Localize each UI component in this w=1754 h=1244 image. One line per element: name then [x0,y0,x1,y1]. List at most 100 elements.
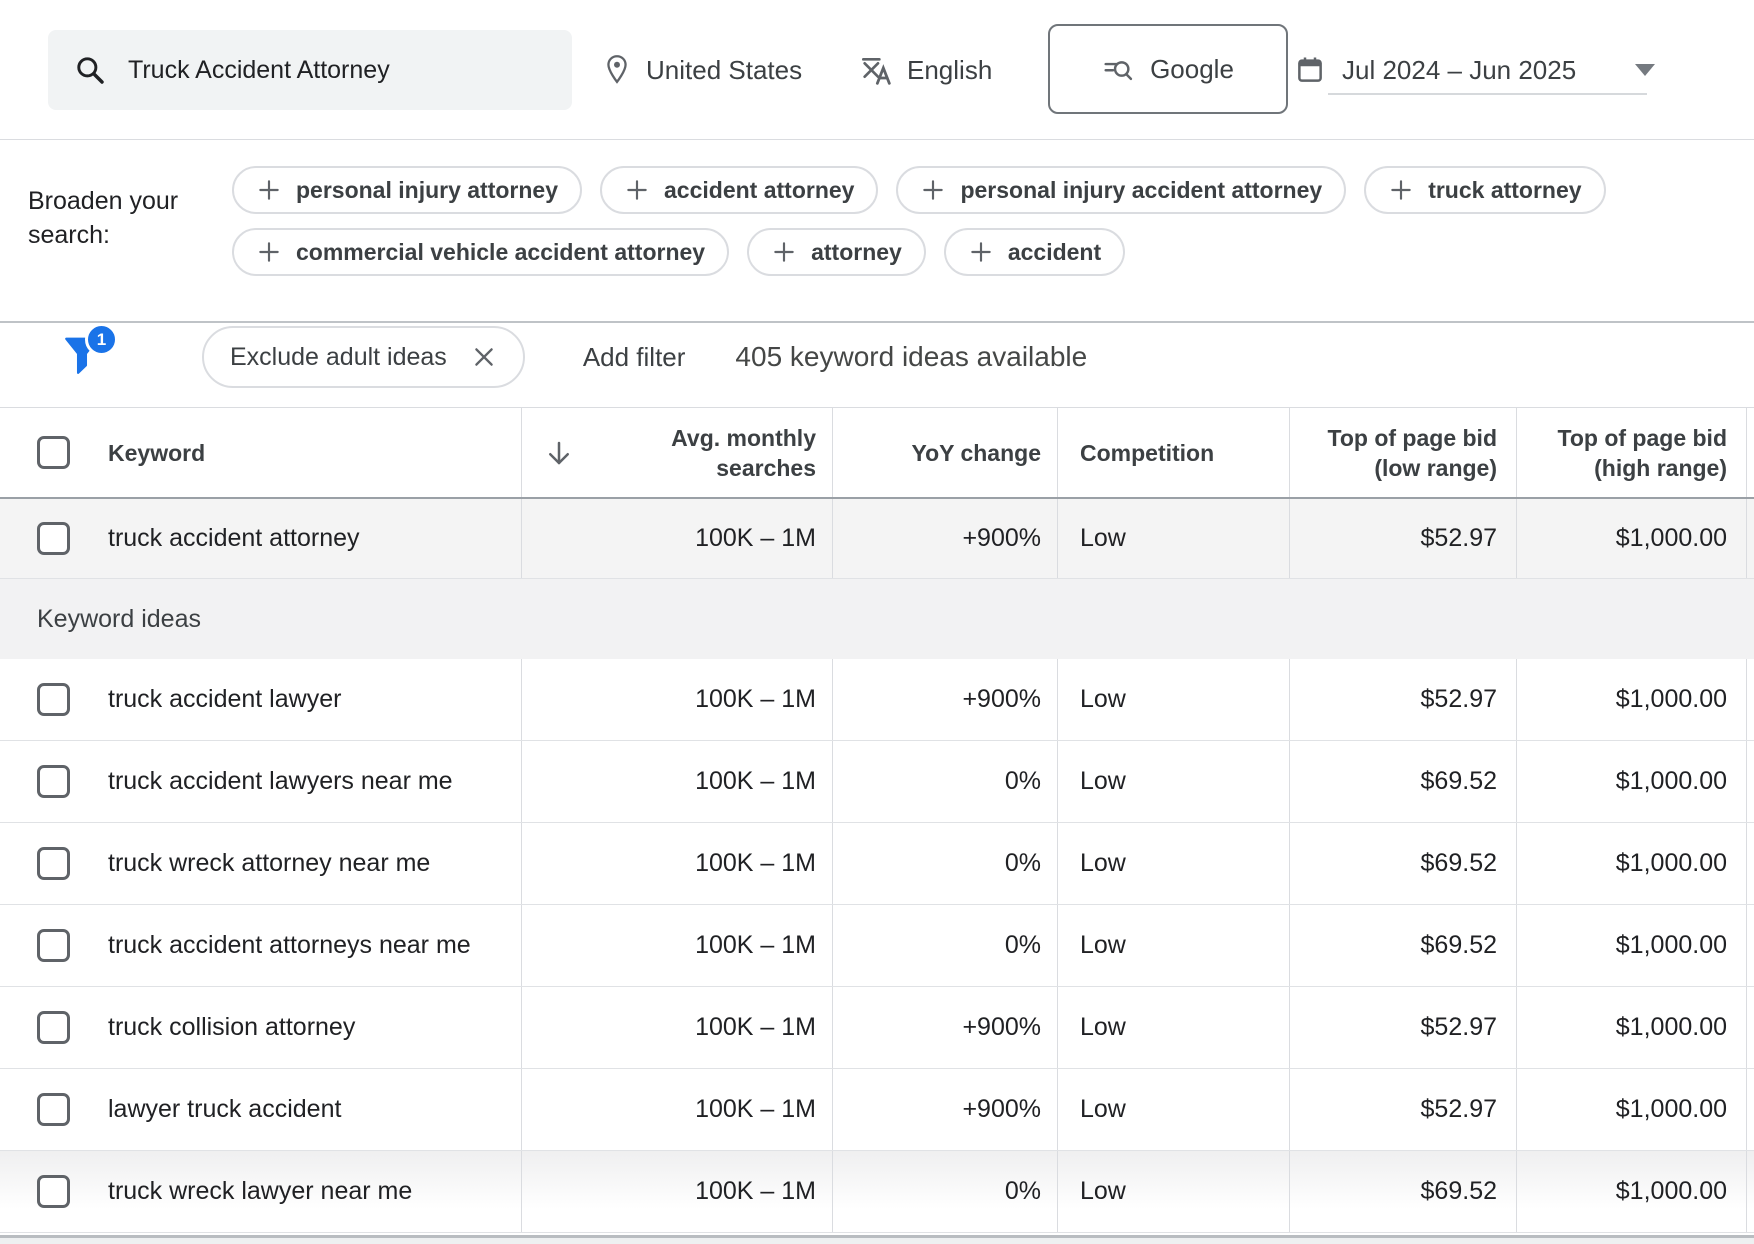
keyword-text: truck accident lawyers near me [108,767,453,795]
competition-cell: Low [1058,499,1290,578]
competition-cell: Low [1058,1151,1290,1232]
location-selector[interactable]: United States [603,30,802,110]
column-header-yoy-change[interactable]: YoY change [833,408,1058,497]
date-range-selector[interactable]: Jul 2024 – Jun 2025 [1295,30,1656,110]
keyword-text: truck wreck attorney near me [108,849,431,877]
broaden-chip[interactable]: personal injury accident attorney [896,166,1347,214]
competition-cell: Low [1058,905,1290,986]
chip-label: commercial vehicle accident attorney [296,238,706,265]
plus-icon [968,239,994,265]
plus-icon [256,239,282,265]
keyword-text: truck accident attorneys near me [108,931,471,959]
select-all-checkbox[interactable] [37,436,70,469]
yoy-cell: 0% [833,905,1058,986]
bid-high-cell: $1,000.00 [1517,741,1747,822]
searches-cell: 100K – 1M [522,741,833,822]
keyword-text: truck wreck lawyer near me [108,1177,413,1205]
broaden-chip[interactable]: truck attorney [1364,166,1606,214]
bid-low-cell: $69.52 [1290,741,1517,822]
search-network-selector[interactable]: Google [1048,24,1288,114]
broaden-chip[interactable]: accident [943,228,1126,276]
plus-icon [771,239,797,265]
yoy-cell: 0% [833,1151,1058,1232]
row-checkbox[interactable] [37,929,70,962]
broaden-chip[interactable]: commercial vehicle accident attorney [232,228,730,276]
searches-cell: 100K – 1M [522,823,833,904]
plus-icon [920,177,946,203]
bid-high-cell: $1,000.00 [1517,987,1747,1068]
language-selector[interactable]: English [860,30,992,110]
keyword-text: lawyer truck accident [108,1095,342,1123]
filter-button[interactable]: 1 [64,323,118,378]
row-checkbox[interactable] [37,1175,70,1208]
table-header-row: Keyword Avg. monthly searches YoY change… [0,407,1754,499]
bid-low-cell: $69.52 [1290,1151,1517,1232]
bid-low-cell: $69.52 [1290,905,1517,986]
bid-low-cell: $52.97 [1290,987,1517,1068]
column-header-bid-high[interactable]: Top of page bid (high range) [1517,408,1747,497]
plus-icon [256,177,282,203]
clipped-footer-edge [0,1233,1754,1244]
searches-cell: 100K – 1M [522,987,833,1068]
filter-count-badge: 1 [85,323,118,356]
chip-label: accident attorney [664,176,855,203]
bid-low-cell: $52.97 [1290,659,1517,740]
column-header-competition[interactable]: Competition [1058,408,1290,497]
search-icon [74,54,106,86]
yoy-cell: 0% [833,823,1058,904]
bid-low-cell: $69.52 [1290,823,1517,904]
keyword-search-input[interactable]: Truck Accident Attorney [48,30,572,110]
searches-cell: 100K – 1M [522,499,833,578]
competition-cell: Low [1058,823,1290,904]
column-header-bid-low[interactable]: Top of page bid (low range) [1290,408,1517,497]
row-checkbox[interactable] [37,522,70,555]
keyword-cell: truck accident lawyer [0,659,522,740]
chip-label: accident [1007,238,1102,265]
table-row-seed-keyword: truck accident attorney 100K – 1M +900% … [0,499,1754,579]
broaden-chip[interactable]: attorney [747,228,926,276]
broaden-chip[interactable]: accident attorney [600,166,879,214]
add-filter-button[interactable]: Add filter [582,341,686,372]
keyword-cell: truck collision attorney [0,987,522,1068]
yoy-cell: +900% [833,659,1058,740]
calendar-icon [1295,55,1325,85]
row-checkbox[interactable] [37,1093,70,1126]
bid-high-cell: $1,000.00 [1517,905,1747,986]
yoy-cell: +900% [833,987,1058,1068]
bid-high-cell: $1,000.00 [1517,499,1747,578]
keyword-cell: truck accident attorneys near me [0,905,522,986]
date-range-value: Jul 2024 – Jun 2025 [1342,54,1577,85]
date-range-underline [1328,93,1647,95]
row-checkbox[interactable] [37,847,70,880]
competition-cell: Low [1058,987,1290,1068]
chip-label: personal injury attorney [296,176,559,203]
searches-cell: 100K – 1M [522,1151,833,1232]
broaden-search-section: Broaden your search: personal injury att… [0,140,1754,323]
row-checkbox[interactable] [37,765,70,798]
row-checkbox[interactable] [37,683,70,716]
bid-low-column-label: Top of page bid (low range) [1327,424,1498,481]
searches-cell: 100K – 1M [522,659,833,740]
row-checkbox[interactable] [37,1011,70,1044]
bid-high-cell: $1,000.00 [1517,1069,1747,1150]
column-header-keyword[interactable]: Keyword [0,408,522,497]
competition-cell: Low [1058,659,1290,740]
top-settings-bar: Truck Accident Attorney United States [0,0,1754,140]
translate-icon [860,54,892,86]
column-header-avg-monthly-searches[interactable]: Avg. monthly searches [522,408,833,497]
keyword-cell: lawyer truck accident [0,1069,522,1150]
plus-icon [624,177,650,203]
table-edge-sliver [1747,408,1754,497]
broaden-chip[interactable]: personal injury attorney [232,166,583,214]
keyword-column-label: Keyword [108,439,206,466]
close-icon[interactable] [471,344,497,370]
yoy-cell: +900% [833,499,1058,578]
table-row: truck accident lawyers near me 100K – 1M… [0,741,1754,823]
keyword-text: truck accident lawyer [108,685,342,713]
active-filter-chip[interactable]: Exclude adult ideas [202,326,525,388]
bid-high-cell: $1,000.00 [1517,1151,1747,1232]
table-row: truck wreck attorney near me 100K – 1M 0… [0,823,1754,905]
bid-high-cell: $1,000.00 [1517,823,1747,904]
yoy-column-label: YoY change [911,439,1041,466]
competition-column-label: Competition [1080,439,1215,466]
